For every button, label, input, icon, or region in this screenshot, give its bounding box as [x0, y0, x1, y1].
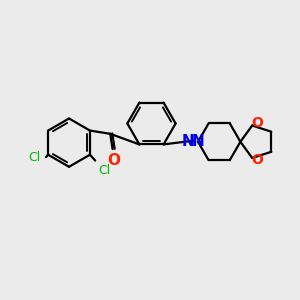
Text: O: O: [107, 153, 120, 168]
Text: N: N: [191, 134, 204, 149]
Text: Cl: Cl: [28, 151, 41, 164]
Text: O: O: [252, 116, 263, 130]
Text: N: N: [182, 134, 194, 149]
Text: Cl: Cl: [98, 164, 110, 177]
Text: O: O: [252, 153, 263, 167]
